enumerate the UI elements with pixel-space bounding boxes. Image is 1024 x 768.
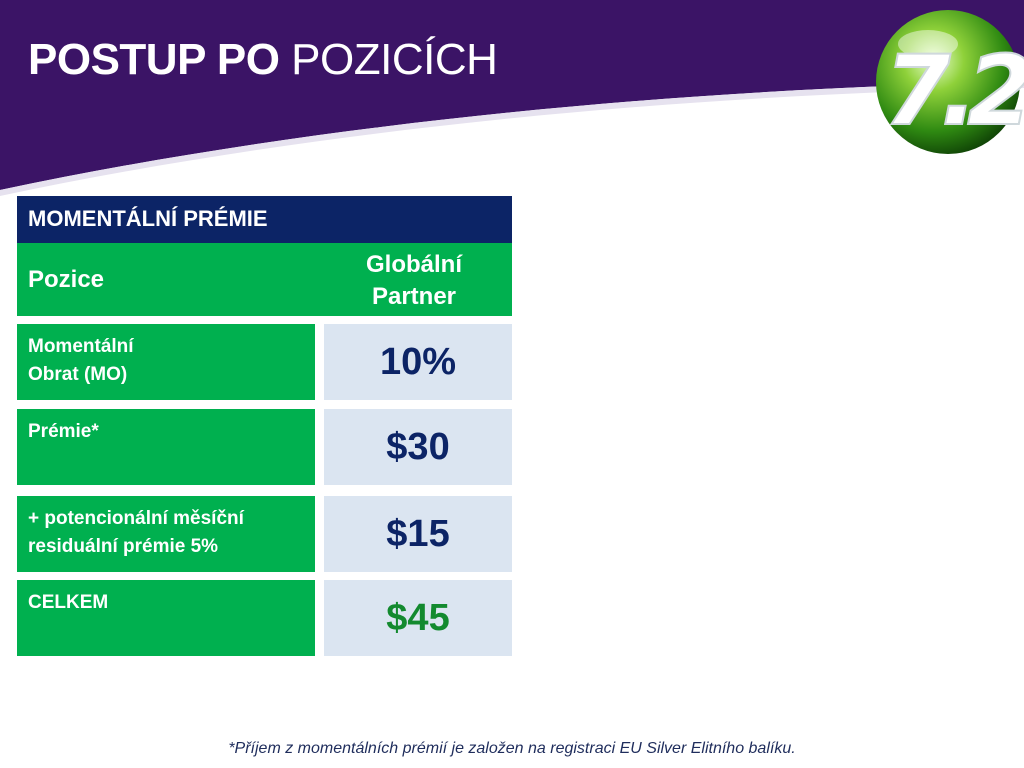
row-value-residual: $15 xyxy=(324,496,512,572)
position-row: Pozice Globální Partner xyxy=(17,243,512,316)
title-regular: POZICÍCH xyxy=(291,35,498,84)
slide-title: POSTUP PO POZICÍCH xyxy=(28,32,498,88)
column-header-line1: Globální xyxy=(366,251,462,278)
row-label-line2: residuální prémie 5% xyxy=(28,536,219,557)
logo-sphere-icon: 7.2 xyxy=(876,10,1024,154)
title-bold: POSTUP PO xyxy=(28,35,280,84)
table-header: MOMENTÁLNÍ PRÉMIE xyxy=(17,196,512,243)
row-value-turnover: 10% xyxy=(324,324,512,400)
row-value-total: $45 xyxy=(324,580,512,656)
row-label-turnover: Momentální Obrat (MO) xyxy=(17,324,315,400)
position-label: Pozice xyxy=(28,266,105,293)
logo-text: 7.2 xyxy=(884,35,1024,147)
column-header-line2: Partner xyxy=(371,283,457,310)
row-label-residual: + potencionální měsíční residuální prémi… xyxy=(17,496,315,572)
row-label-line1: + potencionální měsíční xyxy=(28,508,244,529)
row-label-line1: Prémie* xyxy=(28,421,99,442)
row-label-bonus: Prémie* xyxy=(17,409,315,485)
row-label-line2: Obrat (MO) xyxy=(28,364,128,385)
row-value-bonus: $30 xyxy=(324,409,512,485)
row-label-line1: Momentální xyxy=(28,336,134,357)
footnote: *Příjem z momentálních prémií je založen… xyxy=(228,740,796,757)
header-banner xyxy=(0,0,1024,196)
column-header-global-partner: Globální Partner xyxy=(354,249,474,313)
table-header-label: MOMENTÁLNÍ PRÉMIE xyxy=(28,206,268,231)
row-label-total: CELKEM xyxy=(17,580,315,656)
row-label-line1: CELKEM xyxy=(28,592,109,613)
